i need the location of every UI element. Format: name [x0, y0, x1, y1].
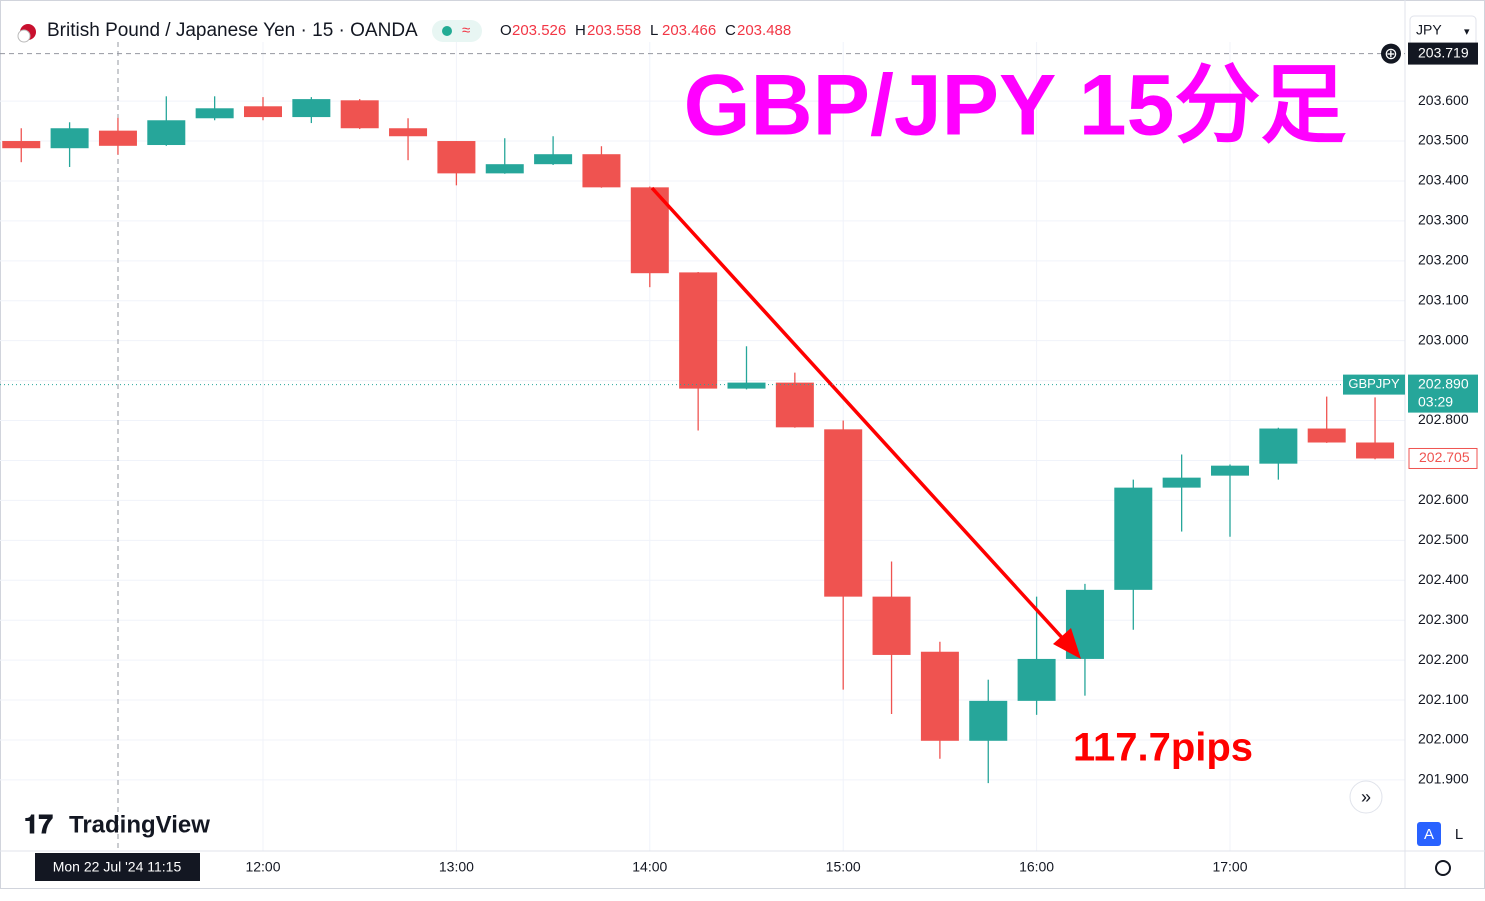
scroll-button[interactable] — [1349, 780, 1383, 814]
y-tick-label: 202.200 — [1418, 651, 1469, 667]
symbol-label-box — [1343, 374, 1405, 395]
crosshair-price: 203.719 — [1418, 44, 1469, 60]
x-tick-label: 15:00 — [826, 859, 861, 875]
y-tick-label: 203.600 — [1418, 92, 1469, 108]
candle-body — [1356, 442, 1395, 459]
candle-body — [969, 700, 1008, 741]
x-tick-label: 13:00 — [439, 859, 474, 875]
y-tick-label: 203.100 — [1418, 291, 1469, 307]
candle-body — [920, 651, 959, 741]
candle-body — [775, 382, 814, 428]
y-tick-label: 202.800 — [1418, 411, 1469, 427]
y-tick-label: 202.300 — [1418, 611, 1469, 627]
logo-mark: 𝟏𝟕 — [24, 809, 53, 839]
candle-body — [1162, 477, 1201, 488]
y-tick-label: 201.900 — [1418, 771, 1469, 787]
ohlc-label: H — [575, 22, 586, 39]
candle-body — [1114, 487, 1153, 590]
log-scale-label[interactable]: L — [1455, 826, 1463, 843]
candle-body — [485, 164, 524, 174]
candle-body — [389, 128, 428, 137]
candle-body — [340, 100, 379, 129]
candle-body — [1211, 465, 1249, 476]
candle-body — [195, 108, 234, 119]
y-tick-label: 203.300 — [1418, 212, 1469, 228]
dropdown-caret: ▾ — [1464, 26, 1470, 38]
y-tick-label: 202.600 — [1418, 491, 1469, 507]
data-status: ≈ — [462, 22, 470, 39]
crosshair-price-box — [1408, 42, 1478, 65]
candle-body — [2, 141, 41, 149]
auto-scale-label: A — [1424, 826, 1434, 843]
grid — [0, 42, 1405, 851]
x-tick-label: 12:00 — [245, 859, 280, 875]
y-tick-label: 203.400 — [1418, 172, 1469, 188]
ohlc-value: 203.526 — [512, 22, 566, 39]
ohlc-value: 203.466 — [662, 22, 716, 39]
candle-body — [244, 106, 282, 118]
auto-scale-button[interactable] — [1417, 822, 1441, 846]
flag-icon — [17, 29, 31, 43]
ohlc: O 203.526 H 203.558 L 203.466 C 203.488 — [500, 22, 791, 39]
close-label-box — [1408, 447, 1478, 469]
x-tick-label: 17:00 — [1212, 859, 1247, 875]
candle-body — [534, 154, 573, 165]
candles — [2, 96, 1395, 784]
candle-body — [679, 272, 718, 389]
ohlc-label: O — [500, 22, 512, 39]
y-tick-label: 203.200 — [1418, 252, 1469, 268]
candle-body — [824, 429, 863, 597]
ohlc-value: 203.488 — [737, 22, 791, 39]
countdown: 03:29 — [1418, 393, 1453, 409]
settings-icon[interactable] — [1435, 860, 1451, 876]
candle-body — [1307, 428, 1346, 443]
candle-body — [582, 154, 621, 188]
status-pill — [432, 20, 482, 42]
candle-body — [98, 130, 137, 146]
x-tick-label: 16:00 — [1019, 859, 1054, 875]
last-price-box — [1408, 374, 1478, 413]
symbol-title: British Pound / Japanese Yen · 15 · OAND… — [47, 20, 418, 41]
y-tick-label: 203.000 — [1418, 331, 1469, 347]
candle-body — [1259, 428, 1298, 464]
add-icon: ⊕ — [1384, 46, 1397, 63]
branding: TradingView — [69, 811, 210, 838]
candle-body — [1017, 658, 1056, 701]
y-tick-label: 202.100 — [1418, 691, 1469, 707]
candle-body — [727, 382, 766, 389]
symbol-label: GBPJPY — [1348, 376, 1400, 391]
market-status — [442, 26, 452, 36]
x-tick-label: 14:00 — [632, 859, 667, 875]
close-label: 202.705 — [1419, 449, 1470, 465]
crosshair-time: Mon 22 Jul '24 11:15 — [53, 859, 182, 875]
candle-body — [292, 99, 331, 118]
candle-body — [872, 596, 911, 655]
chart-title: GBP/JPY 15分足 — [684, 58, 1347, 154]
arrowhead — [1053, 628, 1081, 659]
y-tick-label: 202.500 — [1418, 531, 1469, 547]
ohlc-label: C — [725, 22, 736, 39]
currency: JPY — [1416, 22, 1442, 38]
crosshair-time-box — [35, 853, 200, 881]
ohlc-value: 203.558 — [587, 22, 641, 39]
ohlc-label: L — [650, 22, 658, 39]
arrow — [650, 186, 1068, 644]
add-button[interactable] — [1381, 43, 1401, 64]
y-tick-label: 202.400 — [1418, 571, 1469, 587]
annotation: 117.7pips — [1073, 726, 1253, 770]
candle-body — [437, 141, 476, 174]
candle-body — [50, 128, 89, 149]
y-tick-label: 203.500 — [1418, 132, 1469, 148]
candle-body — [147, 120, 186, 146]
y-tick-label: 202.000 — [1418, 731, 1469, 747]
scroll-icon: » — [1361, 787, 1371, 807]
last-price-label: 202.890 — [1418, 375, 1469, 391]
